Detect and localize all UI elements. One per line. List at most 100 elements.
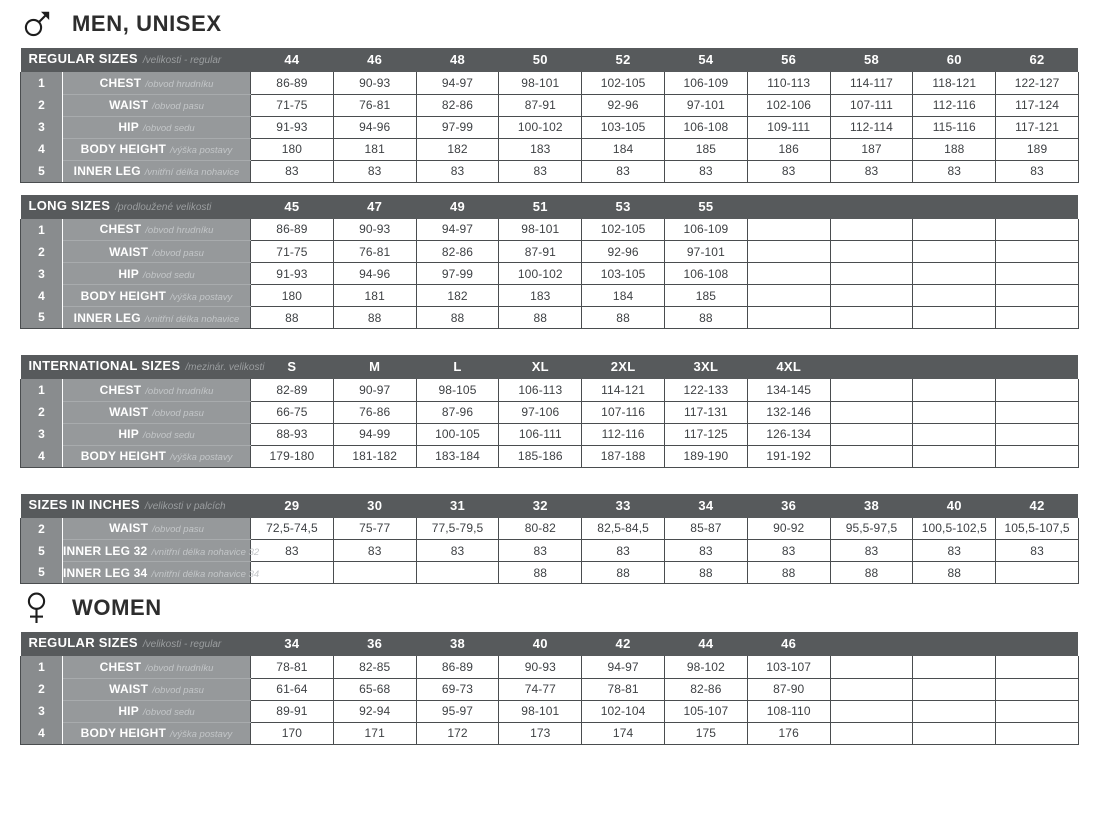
measure-label-cz: /výška postavy bbox=[170, 145, 233, 156]
size-column-header: 30 bbox=[333, 493, 417, 518]
table-header-title-cz: /prodloužené velikosti bbox=[115, 201, 212, 213]
measure-value: 98-101 bbox=[498, 218, 583, 241]
measure-value-empty bbox=[995, 218, 1079, 241]
section-heading-women: WOMEN bbox=[0, 584, 1104, 632]
measure-label: BODY HEIGHT/výška postavy bbox=[62, 284, 251, 307]
measure-label: CHEST/obvod hrudníku bbox=[62, 656, 251, 679]
measure-value: 82-89 bbox=[250, 379, 334, 402]
size-column-header: 54 bbox=[664, 48, 748, 72]
measure-value: 83 bbox=[912, 539, 997, 562]
measure-value-empty bbox=[746, 306, 831, 329]
measure-value: 103-107 bbox=[746, 656, 831, 679]
measure-value: 181-182 bbox=[332, 445, 417, 468]
measure-value: 92-96 bbox=[581, 94, 665, 117]
table-header-title-text: INTERNATIONAL SIZES bbox=[28, 358, 181, 373]
measure-label: INNER LEG/vnitřní délka nohavice bbox=[62, 306, 251, 329]
size-table-men-regular: REGULAR SIZES/velikosti - regular 44 46 48 5… bbox=[20, 48, 1079, 183]
measure-value: 98-101 bbox=[498, 700, 583, 723]
measure-value: 191-192 bbox=[746, 445, 831, 468]
measure-value: 106-108 bbox=[663, 116, 748, 139]
measure-value-empty bbox=[829, 656, 914, 679]
measure-index: 4 bbox=[20, 284, 63, 307]
table-row: 3 HIP/obvod sedu 91-93 94-96 97-99 100-102 103… bbox=[20, 116, 1079, 139]
size-column-header-empty bbox=[747, 194, 831, 219]
size-column-header: 62 bbox=[995, 48, 1079, 72]
measure-value: 183 bbox=[498, 138, 583, 161]
size-column-header: 34 bbox=[250, 632, 334, 656]
measure-label-cz: /obvod pasu bbox=[152, 524, 204, 536]
measure-value: 88 bbox=[498, 561, 583, 584]
measure-value: 118-121 bbox=[912, 72, 997, 95]
measure-label-cz: /obvod pasu bbox=[152, 408, 204, 419]
measure-label-text: HIP bbox=[118, 120, 139, 134]
measure-value: 185 bbox=[663, 284, 748, 307]
measure-value: 76-81 bbox=[332, 240, 417, 263]
table-row: 1 CHEST/obvod hrudníku 86-89 90-93 94-97 98-1… bbox=[20, 72, 1079, 95]
measure-label: WAIST/obvod pasu bbox=[62, 517, 252, 540]
measure-value: 86-89 bbox=[250, 72, 334, 95]
measure-label-text: BODY HEIGHT bbox=[80, 449, 167, 463]
measure-index: 5 bbox=[20, 561, 63, 584]
measure-label-text: WAIST bbox=[109, 98, 149, 112]
measure-value: 102-106 bbox=[746, 94, 831, 117]
measure-value: 102-105 bbox=[581, 72, 665, 95]
size-column-header-empty bbox=[830, 355, 913, 379]
measure-value: 65-68 bbox=[332, 678, 417, 701]
measure-value: 134-145 bbox=[746, 379, 831, 402]
measure-value-empty bbox=[912, 445, 997, 468]
table-row: 3 HIP/obvod sedu 91-93 94-96 97-99 100-102 103… bbox=[20, 262, 1079, 285]
table-header-title: REGULAR SIZES/velikosti - regular bbox=[20, 48, 251, 72]
measure-value: 83 bbox=[250, 539, 334, 562]
mars-icon bbox=[20, 7, 54, 41]
measure-value: 88 bbox=[332, 306, 417, 329]
measure-value-empty bbox=[912, 700, 997, 723]
table-header-row: REGULAR SIZES/velikosti - regular 34 36 38 4… bbox=[20, 632, 1079, 656]
measure-value: 185-186 bbox=[498, 445, 583, 468]
size-column-header: 31 bbox=[416, 493, 499, 518]
measure-label-cz: /obvod pasu bbox=[152, 101, 204, 112]
measure-label-cz: /výška postavy bbox=[170, 452, 233, 463]
measure-value-empty bbox=[912, 423, 997, 446]
measure-value: 87-91 bbox=[498, 94, 583, 117]
measure-value-empty bbox=[829, 678, 914, 701]
table-header-title-cz: /mezinár. velikosti bbox=[185, 362, 265, 373]
size-column-header: 29 bbox=[250, 493, 334, 518]
measure-value: 97-101 bbox=[663, 240, 748, 263]
size-table-wrapper: SIZES IN INCHES/velikosti v palcích 29 30 3… bbox=[0, 493, 1104, 584]
table-row: 2 WAIST/obvod pasu 72,5-74,5 75-77 77,5-79,5… bbox=[20, 517, 1079, 540]
measure-value: 94-96 bbox=[332, 116, 417, 139]
measure-value-empty bbox=[415, 561, 500, 584]
measure-value: 88 bbox=[912, 561, 997, 584]
measure-index: 3 bbox=[20, 700, 63, 722]
size-table-wrapper: REGULAR SIZES/velikosti - regular 34 36 38 4… bbox=[0, 632, 1104, 745]
measure-value: 109-111 bbox=[746, 116, 831, 139]
table-row: 1 CHEST/obvod hrudníku 86-89 90-93 94-97 98-1… bbox=[20, 218, 1079, 241]
measure-value: 69-73 bbox=[415, 678, 500, 701]
measure-label-text: CHEST bbox=[99, 659, 142, 674]
measure-value: 83 bbox=[746, 539, 831, 562]
measure-label: CHEST/obvod hrudníku bbox=[62, 72, 251, 95]
measure-value: 105,5-107,5 bbox=[995, 517, 1079, 540]
size-column-header: 49 bbox=[416, 194, 499, 219]
measure-value-empty bbox=[829, 240, 914, 263]
table-header-title-text: LONG SIZES bbox=[28, 197, 111, 213]
table-header-row: REGULAR SIZES/velikosti - regular 44 46 48 5… bbox=[20, 48, 1079, 72]
table-row: 4 BODY HEIGHT/výška postavy 180 181 182 183 18… bbox=[20, 138, 1079, 161]
measure-value: 83 bbox=[415, 160, 500, 183]
measure-index: 1 bbox=[20, 379, 63, 401]
measure-label-cz: /obvod hrudníku bbox=[145, 662, 214, 674]
measure-value: 117-125 bbox=[664, 423, 748, 446]
measure-label-cz: /obvod sedu bbox=[142, 707, 195, 718]
measure-value: 98-105 bbox=[415, 379, 500, 402]
measure-label-text: CHEST bbox=[99, 75, 142, 90]
measure-value-empty bbox=[995, 240, 1079, 263]
measure-value: 105-107 bbox=[663, 700, 748, 723]
table-row: 5 INNER LEG 34/vnitřní délka nohavice 34 8… bbox=[20, 561, 1079, 584]
size-table-wrapper: LONG SIZES/prodloužené velikosti 45 47 49 51… bbox=[0, 194, 1104, 329]
measure-value: 187 bbox=[829, 138, 914, 161]
measure-value-empty bbox=[912, 401, 997, 424]
size-column-header: 44 bbox=[250, 48, 334, 72]
measure-value: 90-93 bbox=[498, 656, 583, 679]
measure-label-cz: /obvod pasu bbox=[152, 247, 204, 259]
